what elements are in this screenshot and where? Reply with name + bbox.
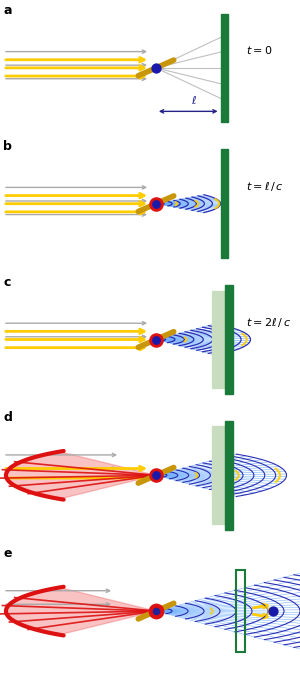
Bar bbox=[212, 291, 225, 388]
Bar bbox=[220, 14, 228, 122]
Bar bbox=[225, 285, 232, 394]
Bar bbox=[225, 421, 232, 530]
Bar bbox=[236, 570, 244, 652]
Text: d: d bbox=[3, 411, 12, 424]
Bar bbox=[220, 149, 228, 258]
Polygon shape bbox=[6, 587, 156, 635]
Point bbox=[154, 606, 158, 617]
Point bbox=[154, 334, 158, 345]
Text: $\ell$: $\ell$ bbox=[191, 94, 197, 106]
Text: c: c bbox=[3, 276, 10, 289]
Point bbox=[154, 470, 158, 481]
Text: $t = 2\ell\,/\,c$: $t = 2\ell\,/\,c$ bbox=[246, 316, 291, 329]
Text: e: e bbox=[3, 547, 11, 560]
Point bbox=[154, 62, 158, 73]
Point bbox=[154, 198, 158, 209]
Text: a: a bbox=[3, 4, 11, 17]
Point bbox=[154, 198, 158, 209]
Point bbox=[154, 334, 158, 345]
Point bbox=[271, 606, 275, 617]
Bar bbox=[212, 426, 225, 524]
Point bbox=[154, 470, 158, 481]
Point bbox=[154, 606, 158, 617]
Text: $t = \ell\,/\,c$: $t = \ell\,/\,c$ bbox=[246, 180, 284, 193]
Text: $t = 0$: $t = 0$ bbox=[246, 44, 272, 56]
Text: b: b bbox=[3, 140, 12, 153]
Polygon shape bbox=[6, 452, 156, 499]
